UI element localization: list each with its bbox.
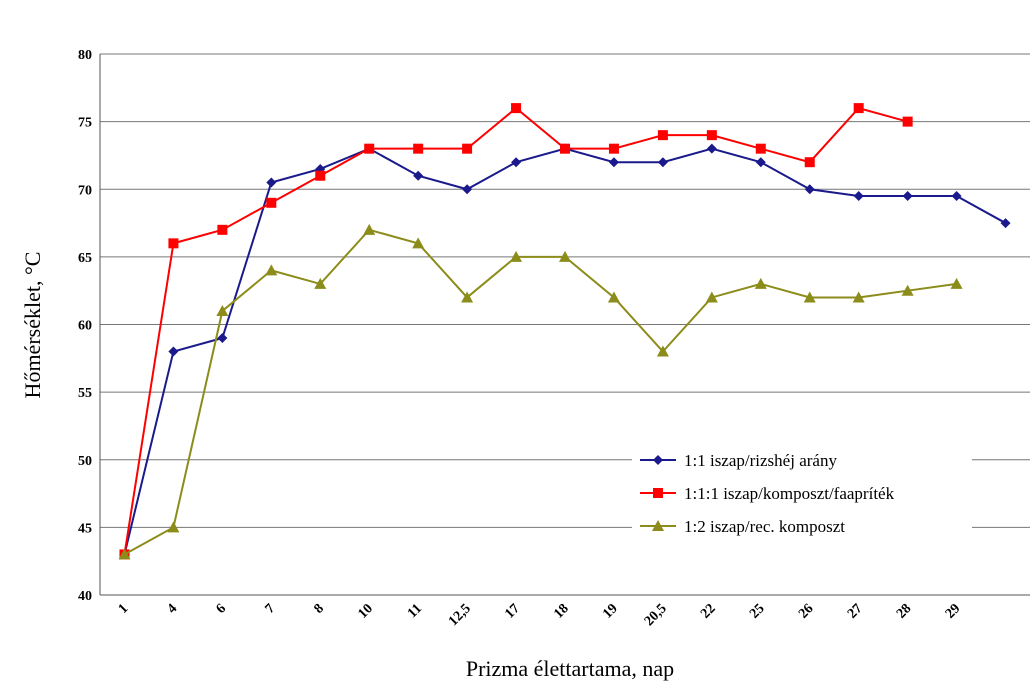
x-tick-label: 25: [747, 601, 768, 622]
marker: [168, 238, 179, 249]
legend-label: 1:1 iszap/rizshéj arány: [684, 451, 837, 470]
marker: [804, 184, 815, 195]
marker: [755, 157, 766, 168]
marker: [462, 184, 473, 195]
marker: [656, 345, 669, 357]
x-tick-label: 12,5: [446, 601, 474, 629]
marker: [168, 346, 179, 357]
marker: [217, 224, 228, 235]
marker: [902, 191, 913, 202]
y-tick-label: 45: [78, 521, 92, 536]
marker: [950, 277, 963, 289]
y-tick-label: 40: [78, 589, 92, 604]
marker: [853, 103, 864, 114]
legend-box: [632, 442, 972, 554]
marker: [559, 250, 571, 262]
marker: [705, 291, 718, 303]
marker: [511, 103, 522, 114]
marker: [607, 291, 620, 303]
marker: [608, 157, 619, 168]
marker: [803, 291, 816, 303]
marker: [653, 455, 663, 465]
marker: [951, 191, 962, 202]
y-tick-label: 50: [78, 454, 92, 469]
marker: [560, 143, 570, 154]
marker: [266, 197, 277, 208]
x-tick-label: 26: [796, 601, 817, 622]
x-tick-label: 18: [551, 601, 572, 622]
series-line: [123, 228, 957, 556]
marker: [266, 177, 277, 188]
y-tick-label: 65: [78, 251, 92, 266]
x-tick-label: 8: [312, 601, 328, 617]
marker: [853, 191, 864, 202]
marker: [510, 250, 523, 262]
marker: [511, 157, 522, 168]
marker: [363, 223, 376, 235]
marker: [461, 291, 474, 303]
x-tick-label: 10: [356, 601, 377, 622]
marker: [364, 143, 375, 154]
legend-label: 1:1:1 iszap/komposzt/faapríték: [684, 484, 895, 503]
legend-label: 1:2 iszap/rec. komposzt: [684, 517, 845, 536]
marker: [413, 170, 424, 181]
x-tick-label: 6: [214, 601, 230, 617]
y-tick-label: 80: [78, 48, 92, 63]
x-tick-label: 17: [502, 601, 523, 622]
x-tick-label: 4: [165, 601, 181, 617]
marker: [118, 548, 131, 560]
x-tick-label: 11: [405, 601, 425, 621]
x-axis-title: Prizma élettartama, nap: [466, 656, 674, 681]
marker: [653, 488, 663, 498]
marker: [902, 116, 913, 127]
marker: [706, 143, 717, 154]
marker: [167, 521, 180, 533]
y-tick-label: 70: [78, 183, 92, 198]
marker: [608, 143, 619, 154]
marker: [265, 264, 278, 276]
marker: [216, 304, 229, 316]
y-tick-label: 75: [78, 116, 92, 131]
marker: [706, 130, 717, 141]
marker: [462, 143, 473, 154]
marker: [314, 277, 327, 289]
marker: [657, 130, 668, 141]
y-axis-title: Hőmérséklet, °C: [20, 252, 45, 399]
marker: [852, 291, 865, 303]
y-tick-label: 55: [78, 386, 92, 401]
marker: [804, 157, 815, 168]
x-tick-label: 19: [600, 601, 621, 622]
marker: [315, 170, 326, 181]
x-tick-label: 22: [698, 601, 719, 622]
marker: [412, 237, 425, 249]
marker: [901, 284, 914, 296]
x-tick-label: 28: [894, 601, 915, 622]
x-tick-label: 20,5: [642, 601, 670, 629]
marker: [1000, 218, 1011, 229]
marker: [754, 277, 767, 289]
marker: [413, 143, 424, 154]
marker: [652, 520, 664, 531]
marker: [755, 143, 766, 154]
marker: [657, 157, 668, 168]
x-tick-label: 7: [263, 601, 279, 617]
x-tick-label: 29: [943, 601, 964, 622]
y-tick-label: 60: [78, 319, 92, 334]
x-tick-label: 1: [116, 601, 132, 617]
x-tick-label: 27: [845, 601, 866, 622]
marker: [217, 333, 228, 344]
